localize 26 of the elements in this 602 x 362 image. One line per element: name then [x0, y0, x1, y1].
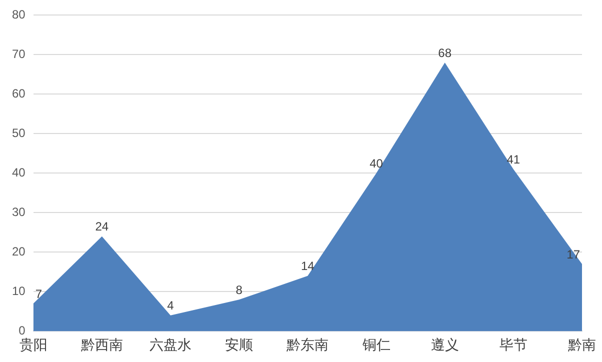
x-tick-label: 铜仁 [361, 336, 390, 352]
data-label: 24 [95, 220, 109, 234]
data-label: 41 [506, 152, 520, 167]
data-label: 8 [236, 282, 243, 297]
data-label: 40 [370, 156, 384, 171]
data-label: 14 [300, 259, 315, 274]
y-tick-label: 50 [12, 126, 26, 140]
y-tick-label: 40 [12, 166, 26, 180]
x-tick-label: 安顺 [225, 336, 254, 352]
data-label: 7 [35, 286, 42, 301]
x-tick-label: 毕节 [499, 336, 528, 352]
x-tick-label: 黔东南 [286, 336, 329, 352]
y-tick-label: 20 [12, 244, 26, 259]
y-tick-label: 10 [12, 284, 26, 298]
x-tick-label: 六盘水 [150, 336, 192, 352]
y-tick-label: 30 [12, 205, 26, 220]
x-tick-label: 遵义 [430, 336, 459, 352]
x-tick-label: 贵阳 [19, 336, 48, 352]
y-tick-label: 60 [12, 86, 26, 101]
data-label: 4 [167, 298, 174, 313]
y-tick-label: 0 [18, 324, 26, 338]
data-label: 68 [438, 46, 452, 60]
y-tick-label: 80 [12, 8, 26, 22]
x-tick-label: 黔西南 [80, 336, 123, 352]
x-tick-label: 黔南 [567, 336, 596, 352]
y-tick-label: 70 [12, 47, 26, 62]
